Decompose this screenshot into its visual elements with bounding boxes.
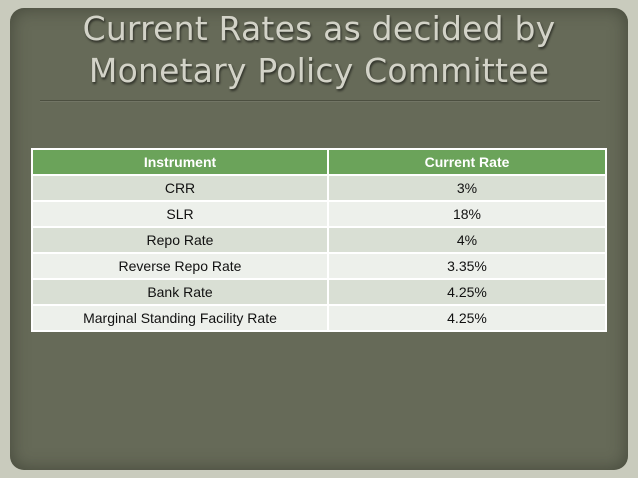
title-divider: [40, 100, 600, 101]
header-current-rate: Current Rate: [327, 148, 607, 176]
table-row: Bank Rate 4.25%: [31, 278, 607, 306]
cell-rate: 4.25%: [327, 278, 607, 306]
cell-instrument: Bank Rate: [31, 278, 329, 306]
cell-instrument: SLR: [31, 200, 329, 228]
table-row: Repo Rate 4%: [31, 226, 607, 254]
cell-instrument: Reverse Repo Rate: [31, 252, 329, 280]
table-row: Reverse Repo Rate 3.35%: [31, 252, 607, 280]
title-line-1: Current Rates as decided by: [82, 9, 556, 48]
table-row: Marginal Standing Facility Rate 4.25%: [31, 304, 607, 332]
cell-rate: 3.35%: [327, 252, 607, 280]
slide-title: Current Rates as decided by Monetary Pol…: [0, 8, 638, 92]
cell-instrument: Marginal Standing Facility Rate: [31, 304, 329, 332]
header-instrument: Instrument: [31, 148, 329, 176]
table-row: CRR 3%: [31, 174, 607, 202]
title-line-2: Monetary Policy Committee: [88, 51, 550, 90]
table-row: SLR 18%: [31, 200, 607, 228]
table-header-row: Instrument Current Rate: [31, 148, 607, 176]
cell-instrument: Repo Rate: [31, 226, 329, 254]
cell-rate: 4.25%: [327, 304, 607, 332]
rates-table: Instrument Current Rate CRR 3% SLR 18% R…: [31, 148, 607, 332]
cell-rate: 3%: [327, 174, 607, 202]
cell-instrument: CRR: [31, 174, 329, 202]
cell-rate: 18%: [327, 200, 607, 228]
cell-rate: 4%: [327, 226, 607, 254]
